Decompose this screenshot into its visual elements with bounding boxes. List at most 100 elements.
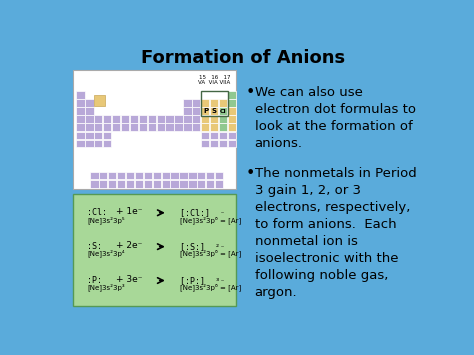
Bar — [183, 124, 191, 131]
Bar — [94, 124, 102, 131]
Bar — [103, 140, 111, 147]
Text: 15   16   17: 15 16 17 — [199, 75, 230, 80]
Bar — [117, 172, 125, 179]
Text: Formation of Anions: Formation of Anions — [141, 49, 345, 67]
Bar — [192, 99, 201, 106]
Bar — [210, 115, 219, 123]
Text: P: P — [203, 108, 208, 114]
Bar — [228, 132, 236, 139]
Bar — [85, 132, 93, 139]
Bar — [183, 107, 191, 115]
Bar — [219, 115, 227, 123]
Text: [Ne]3s²3p⁶ = [Ar]: [Ne]3s²3p⁶ = [Ar] — [180, 216, 241, 224]
Bar — [94, 140, 102, 147]
Bar — [201, 124, 210, 131]
Bar — [108, 180, 117, 187]
Bar — [228, 107, 236, 115]
Text: :P:: :P: — [87, 276, 102, 285]
Bar — [219, 124, 227, 131]
Bar — [130, 115, 138, 123]
Bar — [228, 107, 236, 115]
Text: [:S:]  ²⁻: [:S:] ²⁻ — [180, 242, 225, 251]
Bar — [135, 172, 143, 179]
Bar — [210, 124, 219, 131]
Bar — [228, 115, 236, 123]
Bar — [228, 99, 236, 106]
Bar — [126, 172, 134, 179]
Bar — [228, 99, 236, 106]
Bar — [76, 132, 84, 139]
Bar — [139, 124, 147, 131]
Text: We can also use
electron dot formulas to
look at the formation of
anions.: We can also use electron dot formulas to… — [255, 86, 416, 150]
Bar — [174, 124, 182, 131]
Text: + 1e⁻: + 1e⁻ — [116, 208, 142, 217]
Bar — [219, 132, 227, 139]
Bar — [228, 115, 236, 123]
Text: [Ne]3s²3p³: [Ne]3s²3p³ — [87, 284, 125, 291]
Bar — [94, 115, 102, 123]
Bar — [201, 91, 228, 116]
Bar — [112, 124, 120, 131]
Bar — [153, 180, 161, 187]
Text: VA  VIA VIIA: VA VIA VIIA — [198, 80, 230, 85]
Bar — [103, 124, 111, 131]
Bar — [228, 124, 236, 131]
Text: [Ne]3s²3p⁴: [Ne]3s²3p⁴ — [87, 250, 125, 257]
Bar — [192, 107, 201, 115]
Bar — [130, 124, 138, 131]
Bar — [201, 99, 210, 106]
Bar — [179, 180, 188, 187]
Bar — [156, 124, 165, 131]
Bar — [76, 115, 84, 123]
Bar — [139, 115, 147, 123]
Bar — [228, 124, 236, 131]
Bar — [99, 172, 108, 179]
Bar — [162, 180, 170, 187]
Bar — [219, 99, 227, 106]
Bar — [228, 91, 236, 99]
Bar — [94, 95, 105, 106]
Bar — [85, 115, 93, 123]
Bar — [135, 180, 143, 187]
Text: [Ne]3s²3p⁶ = [Ar]: [Ne]3s²3p⁶ = [Ar] — [180, 284, 241, 291]
Bar — [126, 180, 134, 187]
Bar — [201, 115, 210, 123]
Bar — [85, 140, 93, 147]
Text: [Ne]3s²3p⁶ = [Ar]: [Ne]3s²3p⁶ = [Ar] — [180, 250, 241, 257]
Bar — [210, 124, 219, 131]
Bar — [206, 172, 214, 179]
Bar — [73, 194, 236, 306]
Bar — [165, 115, 173, 123]
Bar — [197, 172, 206, 179]
Bar — [165, 124, 173, 131]
Bar — [183, 99, 191, 106]
Text: S: S — [212, 108, 217, 114]
Bar — [219, 107, 227, 115]
Bar — [210, 99, 219, 106]
Bar — [108, 172, 117, 179]
Bar — [121, 124, 129, 131]
Bar — [210, 107, 219, 115]
Bar — [103, 132, 111, 139]
Bar — [90, 172, 99, 179]
Bar — [171, 180, 179, 187]
Bar — [121, 115, 129, 123]
Text: •: • — [245, 166, 255, 181]
Text: [:Cl:]  ⁻: [:Cl:] ⁻ — [180, 208, 225, 217]
Bar — [201, 107, 210, 115]
Bar — [76, 107, 84, 115]
Text: [Ne]3s²3p⁵: [Ne]3s²3p⁵ — [87, 216, 125, 224]
Bar — [201, 107, 210, 115]
Bar — [201, 132, 210, 139]
Bar — [183, 115, 191, 123]
Bar — [179, 172, 188, 179]
Bar — [192, 124, 201, 131]
Bar — [94, 132, 102, 139]
Bar — [188, 180, 197, 187]
Bar — [210, 115, 219, 123]
Bar — [85, 124, 93, 131]
Bar — [215, 172, 223, 179]
Bar — [219, 124, 227, 131]
Bar — [197, 180, 206, 187]
Bar — [174, 115, 182, 123]
